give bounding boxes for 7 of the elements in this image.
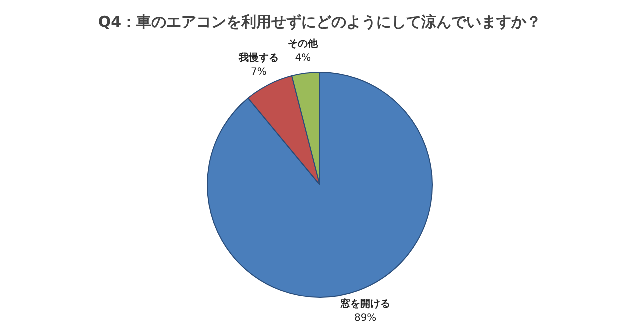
slice-label: 窓を開ける (340, 298, 391, 310)
data-label: 4% (295, 53, 312, 64)
slice-label: 我慢する (238, 52, 279, 64)
chart-title: Q4：車のエアコンを利用せずにどのようにして涼んでいますか？ (98, 12, 542, 31)
data-label: 7% (251, 66, 267, 78)
slice-label: その他 (288, 38, 320, 50)
data-label: 89% (354, 313, 377, 324)
